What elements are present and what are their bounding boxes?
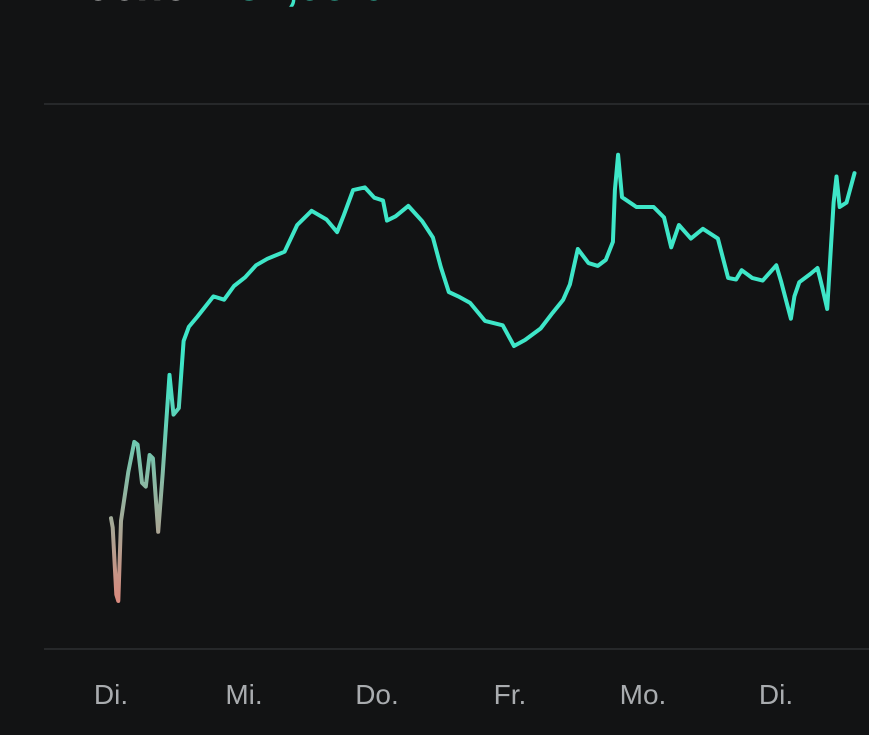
x-axis-ticks: Di. Mi. Do. Fr. Mo. Di. [94,679,793,710]
x-tick-label: Di. [759,679,793,710]
x-tick-label: Di. [94,679,128,710]
x-tick-label: Mo. [620,679,667,710]
x-tick-label: Do. [355,679,399,710]
header: Woche +87,95 € [44,0,384,12]
x-tick-label: Fr. [494,679,527,710]
period-label: Woche [44,0,187,10]
change-value: +87,95 € [211,0,384,10]
series-line [109,152,857,603]
x-tick-label: Mi. [225,679,262,710]
